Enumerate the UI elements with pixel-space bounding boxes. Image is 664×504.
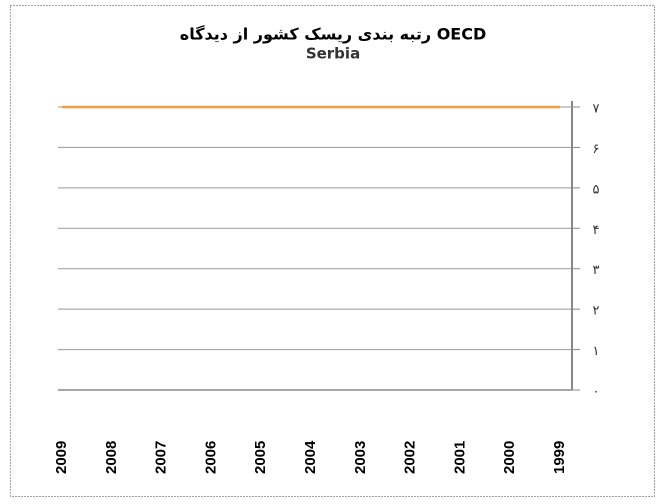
x-tick-label: 2007: [153, 441, 170, 474]
y-tick-label: ۶: [593, 142, 600, 157]
y-tick-label: ۷: [593, 102, 600, 117]
chart-subtitle: Serbia: [306, 45, 360, 63]
y-tick-label: ۵: [593, 182, 600, 197]
y-tick-label: ۴: [593, 223, 600, 238]
x-tick-label: 2003: [352, 441, 369, 474]
x-tick-label: 1999: [551, 441, 568, 474]
y-tick-label: ۱: [593, 344, 600, 359]
chart-title: رتبه بندی ریسک کشور از دیدگاه OECD: [180, 25, 487, 44]
chart-border: [10, 5, 655, 497]
x-tick-label: 2008: [103, 441, 120, 474]
x-tick-label: 2009: [53, 441, 70, 474]
y-tick-label: ۲: [593, 304, 600, 319]
x-tick-label: 2004: [302, 440, 319, 474]
x-tick-label: 2001: [451, 441, 468, 474]
x-tick-label: 2000: [501, 441, 518, 474]
y-tick-label: ۰: [593, 385, 600, 400]
y-tick-label: ۳: [593, 263, 600, 278]
x-tick-label: 2002: [402, 441, 419, 474]
x-tick-label: 2006: [202, 441, 219, 474]
x-tick-label: 2005: [252, 441, 269, 474]
